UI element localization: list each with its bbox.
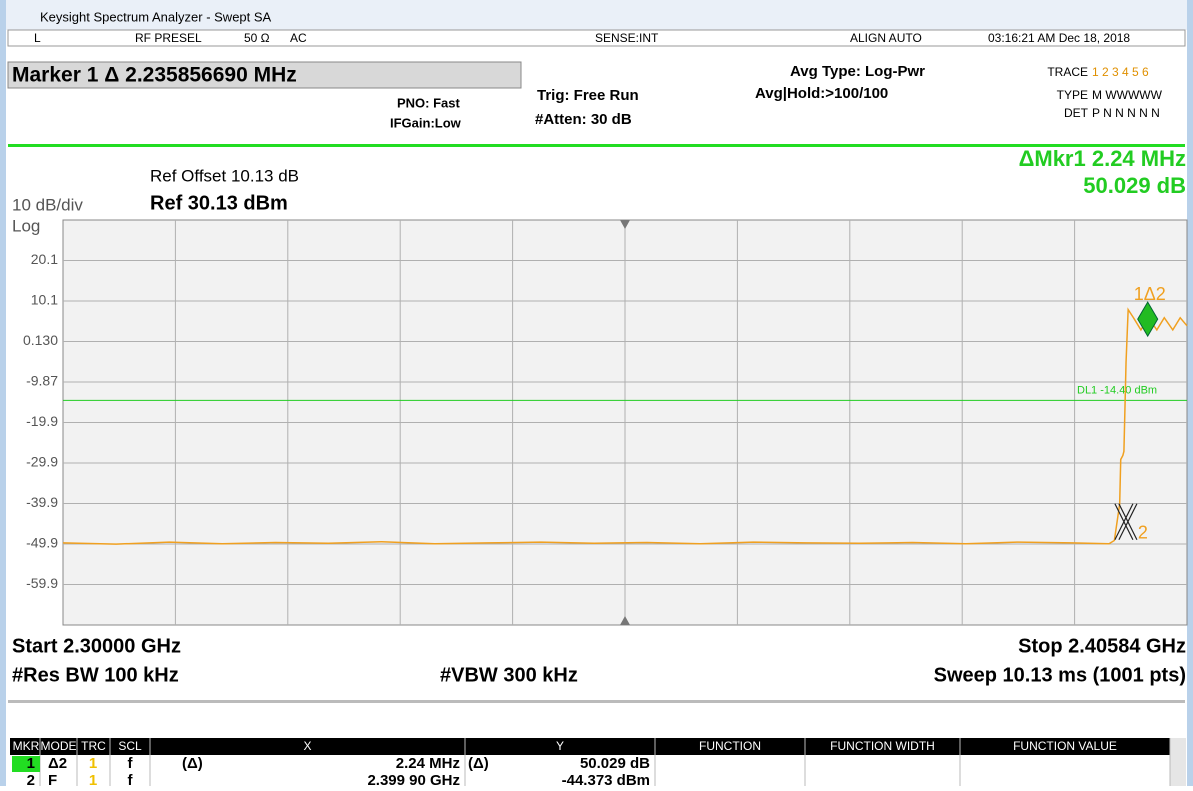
column-header: SCL [118, 739, 142, 753]
scale-type: Log [12, 216, 40, 235]
marker-box [7, 61, 522, 89]
row-scl: f [128, 755, 134, 772]
row-trc: 1 [89, 755, 97, 772]
type-label: TYPE [1057, 88, 1088, 102]
ref-level: Ref 30.13 dBm [150, 192, 288, 214]
row-y: -44.373 dBm [562, 772, 650, 786]
status-sense: SENSE:INT [595, 31, 659, 45]
ifgain: IFGain:Low [390, 115, 462, 130]
status-datetime: 03:16:21 AM Dec 18, 2018 [988, 31, 1130, 45]
det-label: DET [1064, 106, 1089, 120]
active-marker-cell [12, 756, 40, 772]
y-tick-label: -39.9 [26, 494, 58, 510]
row-y: 50.029 dB [580, 755, 650, 772]
marker-x [1114, 503, 1138, 541]
row-scl: f [128, 772, 134, 786]
y-tick-label: 20.1 [31, 251, 58, 267]
marker-label: 2 [1138, 522, 1148, 542]
trace-values: 1 2 3 4 5 6 [1092, 65, 1149, 79]
row-mode: Δ2 [48, 755, 67, 772]
row-x-mode: (Δ) [182, 755, 203, 772]
table-header-bg [10, 738, 1170, 755]
status-presel: RF PRESEL [135, 31, 202, 45]
marker-readout: Marker 1 Δ 2.235856690 MHz [12, 64, 297, 87]
ref-offset: Ref Offset 10.13 dB [150, 166, 299, 185]
display-line-label: DL1 -14.40 dBm [1077, 384, 1157, 396]
trig: Trig: Free Run [537, 87, 639, 104]
det-values: P N N N N N [1092, 106, 1160, 120]
row-x: 2.399 90 GHz [367, 772, 460, 786]
atten: #Atten: 30 dB [535, 111, 632, 128]
column-header: MODE [41, 739, 77, 753]
status-align: ALIGN AUTO [850, 31, 922, 45]
stop-freq: Stop 2.40584 GHz [1018, 635, 1186, 657]
frame-left [0, 0, 6, 786]
status-impedance: 50 Ω [244, 31, 270, 45]
window-title: Keysight Spectrum Analyzer - Swept SA [40, 9, 272, 24]
column-header: Y [556, 739, 564, 753]
column-header: MKR [13, 739, 40, 753]
scale: 10 dB/div [12, 195, 83, 214]
y-tick-label: 0.130 [23, 332, 58, 348]
title-bar [0, 0, 1193, 30]
row-x: 2.24 MHz [396, 755, 460, 772]
y-tick-label: -59.9 [26, 575, 58, 591]
type-values: M WWWWW [1092, 88, 1163, 102]
scrollbar [1170, 738, 1186, 786]
avg-hold: Avg|Hold:>100/100 [755, 85, 888, 102]
column-header: X [303, 739, 311, 753]
start-freq: Start 2.30000 GHz [12, 635, 181, 657]
sweep: Sweep 10.13 ms (1001 pts) [934, 664, 1186, 686]
row-mkr: 2 [27, 772, 35, 786]
y-tick-label: -19.9 [26, 413, 58, 429]
marker-diamond [1137, 301, 1159, 338]
delta-value: 50.029 dB [1083, 173, 1186, 198]
green-separator [8, 144, 1185, 147]
status-coupling: AC [290, 31, 307, 45]
y-tick-label: -9.87 [26, 373, 58, 389]
vbw: #VBW 300 kHz [440, 664, 578, 686]
separator [8, 700, 1185, 703]
avg-type: Avg Type: Log-Pwr [790, 63, 925, 80]
y-tick-label: 10.1 [31, 292, 58, 308]
delta-marker: ΔMkr1 2.24 MHz [1019, 146, 1186, 171]
row-y-mode: (Δ) [468, 755, 489, 772]
status-mode: L [34, 31, 41, 45]
row-trc: 1 [89, 772, 97, 786]
row-mode: F [48, 772, 57, 786]
column-header: FUNCTION [699, 739, 761, 753]
y-tick-label: -49.9 [26, 535, 58, 551]
marker-label: 1Δ2 [1134, 284, 1166, 304]
status-bar [7, 29, 1186, 47]
pno: PNO: Fast [397, 95, 461, 110]
column-header: TRC [81, 739, 106, 753]
row-mkr: 1 [27, 755, 35, 772]
column-header: FUNCTION WIDTH [830, 739, 935, 753]
frame-right [1187, 0, 1193, 786]
trace [62, 307, 1188, 545]
rbw: #Res BW 100 kHz [12, 664, 179, 686]
y-tick-label: -29.9 [26, 454, 58, 470]
column-header: FUNCTION VALUE [1013, 739, 1117, 753]
trace-label: TRACE [1047, 65, 1088, 79]
